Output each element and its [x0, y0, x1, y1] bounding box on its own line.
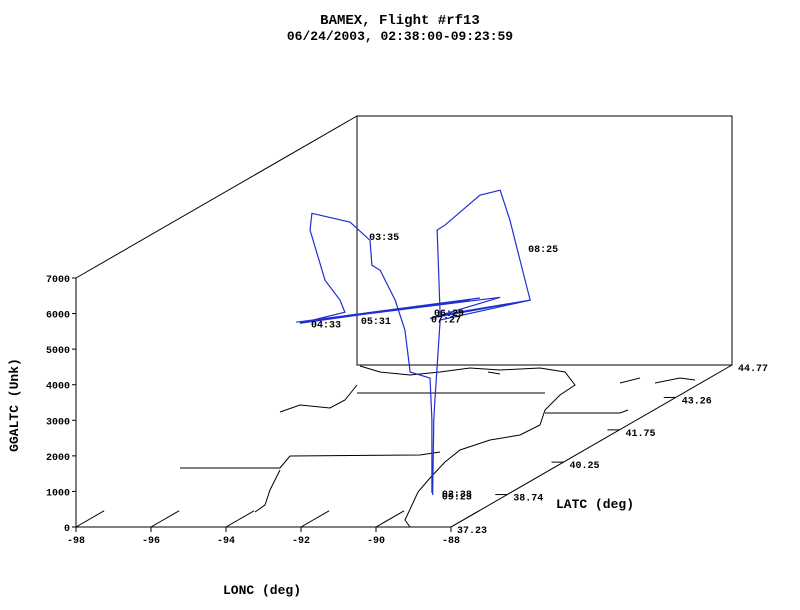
x-tick	[300, 510, 330, 528]
time-annotation: 05:31	[361, 317, 391, 328]
z-tick-label: 7000	[46, 275, 70, 286]
y-tick-label: 37.23	[457, 526, 487, 537]
time-annotation: 02:38	[442, 490, 472, 501]
x-tick-label: -88	[442, 536, 460, 547]
x-tick-label: -96	[142, 536, 160, 547]
z-tick-label: 3000	[46, 417, 70, 428]
z-tick-label: 4000	[46, 382, 70, 393]
z-tick-label: 5000	[46, 346, 70, 357]
chart-title: BAMEX, Flight #rf13	[320, 13, 480, 29]
y-tick-label: 43.26	[682, 396, 712, 407]
x-tick-label: -94	[217, 536, 235, 547]
time-annotation: 08:25	[528, 245, 558, 256]
y-tick-label: 44.77	[738, 364, 768, 375]
y-tick-label: 40.25	[570, 461, 600, 472]
y-tick-label: 38.74	[513, 494, 543, 505]
chart-subtitle: 06/24/2003, 02:38:00-09:23:59	[287, 29, 513, 44]
time-annotation: 03:35	[369, 233, 399, 244]
x-tick	[75, 510, 105, 528]
y-tick-label: 41.75	[625, 429, 655, 440]
time-annotation: 04:33	[311, 320, 341, 331]
z-tick-label: 2000	[46, 453, 70, 464]
map-outline	[180, 365, 696, 528]
flight-track	[296, 189, 531, 496]
time-annotation: 09:23	[442, 492, 472, 503]
x-tick	[375, 510, 405, 528]
x-tick	[450, 510, 480, 528]
x-tick-label: -92	[292, 536, 310, 547]
axis-frame	[75, 115, 733, 528]
x-tick-label: -98	[67, 536, 85, 547]
z-tick-label: 0	[64, 524, 70, 535]
time-annotation: 07:27	[431, 315, 461, 326]
x-tick	[150, 510, 180, 528]
time-annotation: 06:29	[434, 309, 464, 320]
x-axis-label: LONC (deg)	[223, 583, 301, 598]
x-tick-label: -90	[367, 536, 385, 547]
y-axis-label: LATC (deg)	[556, 497, 634, 512]
x-tick	[225, 510, 255, 528]
z-tick-label: 6000	[46, 311, 70, 322]
z-axis-label: GGALTC (Unk)	[7, 358, 22, 452]
z-tick-label: 1000	[46, 488, 70, 499]
